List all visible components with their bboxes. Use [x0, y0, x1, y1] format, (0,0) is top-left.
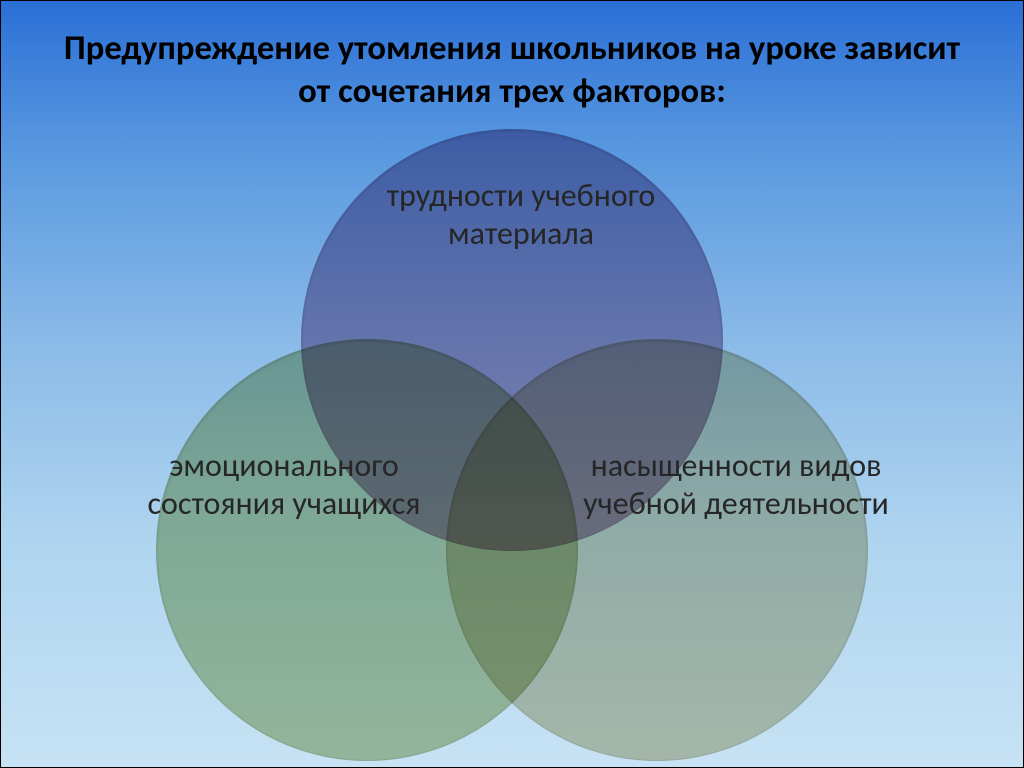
venn-label-top: трудности учебного материала: [371, 177, 671, 254]
slide: Предупреждение утомления школьников на у…: [0, 0, 1024, 768]
slide-title: Предупреждение утомления школьников на у…: [1, 27, 1023, 114]
venn-diagram: трудности учебного материала эмоциональн…: [111, 129, 911, 768]
venn-label-left: эмоционального состояния учащихся: [139, 447, 429, 524]
venn-label-right: насыщенности видов учебной деятельности: [581, 447, 891, 524]
venn-circle-right: [446, 339, 868, 761]
